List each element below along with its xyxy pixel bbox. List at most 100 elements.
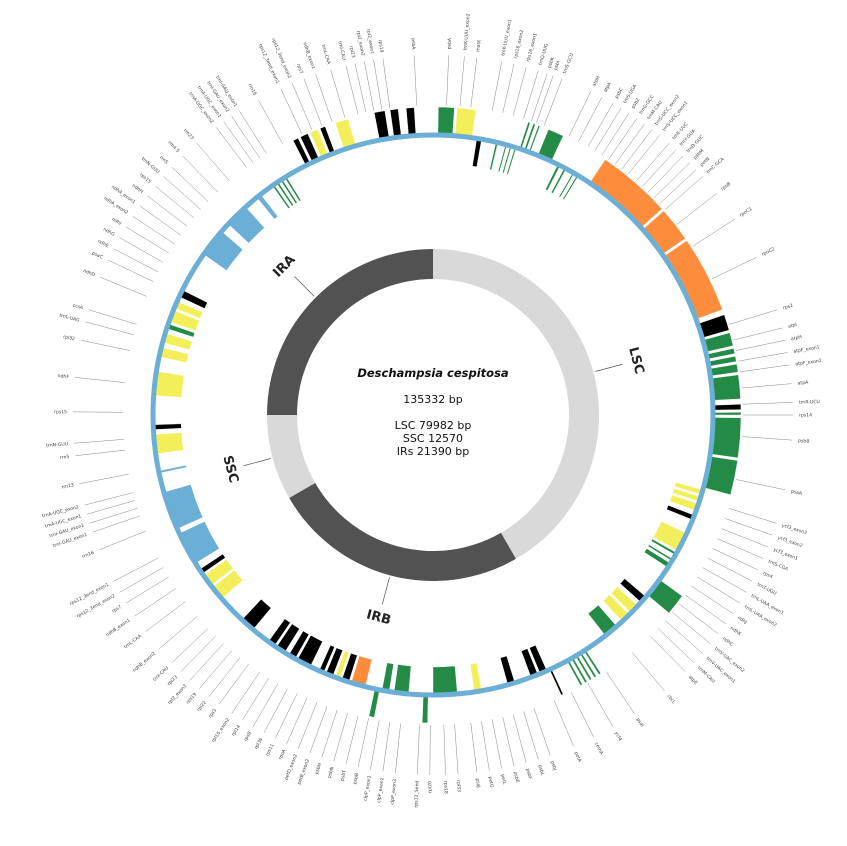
gene-label: trnL-CAA (320, 44, 332, 66)
gene-label: rrn4.5 (167, 140, 181, 154)
label-leader (113, 248, 159, 273)
label-leader (632, 652, 665, 691)
label-leader (650, 635, 686, 672)
label-leader (231, 116, 260, 159)
label-leader (491, 719, 502, 769)
gene-label: trnL-CAA (123, 633, 143, 651)
label-leader (672, 611, 711, 645)
label-leader (321, 709, 338, 758)
gene-trni-gau-exon2 (405, 107, 417, 137)
gene-label: psbC (614, 87, 625, 100)
gene-label: petN (699, 156, 711, 168)
gene-label: rrn5 (158, 155, 169, 166)
gene-label: rpl32 (63, 334, 76, 342)
label-leader (242, 677, 269, 721)
gene-label: rps18 (442, 781, 448, 794)
gene-label: rpl20 (427, 781, 433, 793)
label-leader (733, 327, 783, 341)
label-leader (163, 176, 201, 210)
backbone-circle (150, 132, 716, 698)
label-leader (364, 61, 375, 111)
label-leader (725, 518, 773, 536)
label-leader (252, 683, 279, 727)
region-arc-ira (267, 249, 433, 415)
backbone-ring (150, 132, 716, 698)
gene-trnq-uug (506, 146, 517, 175)
label-leader (491, 61, 502, 111)
label-leader (523, 711, 539, 760)
gene-ring (152, 106, 742, 724)
label-leader (413, 55, 418, 106)
gene-label: psbI (553, 60, 562, 71)
label-leader (443, 724, 446, 775)
region-leader (243, 458, 271, 467)
gene-label: petD_exon2 (283, 753, 299, 781)
label-leader (292, 83, 313, 130)
irs-length: IRs 21390 bp (397, 445, 470, 458)
gene-label: trnS-GCU (562, 52, 575, 74)
label-leader (568, 91, 592, 137)
label-leader (621, 129, 653, 170)
gene-psba (437, 106, 455, 136)
label-leader (274, 693, 298, 739)
region-leader (595, 363, 623, 372)
label-leader (712, 548, 759, 571)
gene-label: psaA (790, 489, 803, 497)
label-leader (89, 507, 138, 524)
gene-atpf-exon2 (708, 363, 739, 377)
gene-label: trnM-CAU (696, 665, 716, 684)
gene-rps16-exon2 (497, 144, 508, 173)
label-leader (134, 588, 177, 617)
gene-label: psbM (692, 148, 705, 161)
lsc-length: LSC 79982 bp (395, 419, 472, 432)
gene-label: rps3 (207, 708, 218, 720)
gene-rpl33 (393, 664, 412, 695)
gene-label: ndhF (57, 373, 69, 380)
label-leader (711, 256, 757, 280)
label-leader (208, 657, 241, 697)
label-leader (345, 715, 359, 765)
gene-label: rpl22 (196, 700, 208, 713)
label-leader (691, 585, 734, 614)
gene-label: rpl14 (231, 724, 242, 737)
label-leader (702, 567, 747, 593)
label-leader (636, 143, 670, 182)
label-leader (330, 69, 346, 118)
gene-label: clpP_exon3 (390, 779, 399, 805)
label-leader (303, 78, 323, 126)
label-leader (627, 135, 660, 175)
gene-label: rps7 (295, 63, 304, 75)
gene-label: rpl36 (253, 737, 264, 750)
label-leader (79, 473, 129, 484)
gene-label: rpoC1 (739, 206, 754, 219)
label-leader (677, 193, 717, 225)
label-leader (309, 706, 328, 754)
region-arc-ssc (267, 415, 316, 498)
label-leader (657, 628, 695, 663)
label-leader (155, 185, 194, 219)
gene-ndhd (203, 231, 244, 271)
label-leader (502, 64, 515, 114)
label-leader (454, 724, 459, 775)
label-leader (84, 492, 133, 506)
gene-label: psbJ (549, 760, 558, 771)
label-leader (459, 56, 465, 107)
gene-label: rrn5 (60, 454, 70, 461)
gene-label: atpA (603, 80, 614, 93)
gene-trns-gcu (528, 125, 541, 153)
label-leader (196, 143, 230, 182)
label-leader (382, 721, 391, 772)
label-leader (470, 722, 478, 773)
gene-label: petG (487, 776, 495, 788)
gene-label: psbE (512, 771, 520, 783)
label-leader (692, 218, 736, 247)
gene-label: ycf3_exon2 (777, 535, 804, 549)
gene-label: psaC (91, 250, 104, 260)
label-leader (648, 155, 684, 193)
gene-label: rbcL (666, 694, 677, 706)
region-label-ssc: SSC (219, 454, 241, 485)
label-leader (85, 321, 134, 336)
gene-label: ndhE (96, 238, 109, 249)
gene-label: rrn16 (81, 550, 95, 560)
